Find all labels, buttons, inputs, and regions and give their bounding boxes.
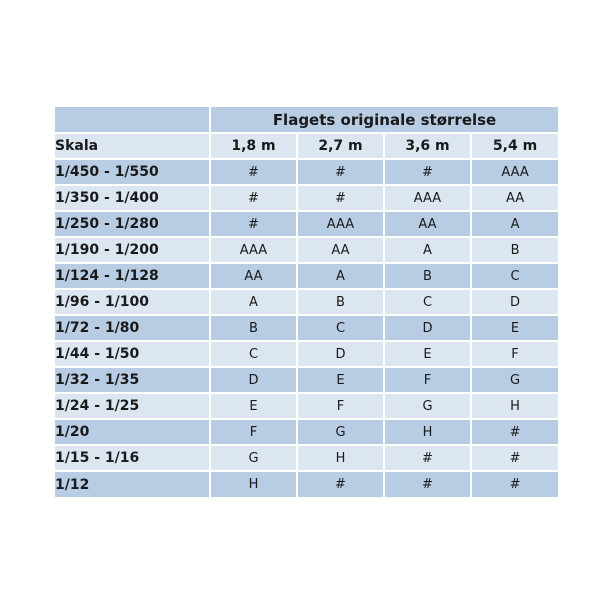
scale-label: 1/44 - 1/50: [55, 340, 211, 368]
size-class-cell: A: [209, 288, 298, 316]
size-class-cell: #: [469, 418, 559, 446]
size-class-cell: AAA: [296, 210, 385, 238]
title-row: Flagets originale størrelse: [55, 107, 559, 134]
size-class-cell: E: [383, 340, 472, 368]
scale-label: 1/12: [55, 470, 211, 497]
size-class-cell: C: [209, 340, 298, 368]
size-class-cell: A: [383, 236, 472, 264]
size-class-cell: #: [469, 444, 559, 472]
scale-label: 1/124 - 1/128: [55, 262, 211, 290]
size-class-cell: #: [296, 184, 385, 212]
size-class-cell: E: [469, 314, 559, 342]
col-header-5-4m: 5,4 m: [469, 132, 559, 160]
size-class-cell: B: [469, 236, 559, 264]
size-class-cell: D: [469, 288, 559, 316]
table-row: 1/15 - 1/16 G H # #: [55, 444, 559, 472]
table-row: 1/44 - 1/50 C D E F: [55, 340, 559, 368]
table-row: 1/72 - 1/80 B C D E: [55, 314, 559, 342]
corner-cell: [55, 107, 211, 134]
scale-label: 1/32 - 1/35: [55, 366, 211, 394]
size-class-cell: G: [209, 444, 298, 472]
size-class-cell: F: [469, 340, 559, 368]
table-row: 1/20 F G H #: [55, 418, 559, 446]
scale-label: 1/190 - 1/200: [55, 236, 211, 264]
size-class-cell: F: [296, 392, 385, 420]
size-class-cell: G: [296, 418, 385, 446]
size-class-cell: B: [209, 314, 298, 342]
size-class-cell: C: [469, 262, 559, 290]
size-class-cell: A: [296, 262, 385, 290]
size-class-cell: D: [209, 366, 298, 394]
size-class-cell: #: [209, 158, 298, 186]
table-row: 1/96 - 1/100 A B C D: [55, 288, 559, 316]
size-class-cell: G: [383, 392, 472, 420]
table-row: 1/32 - 1/35 D E F G: [55, 366, 559, 394]
size-class-cell: E: [296, 366, 385, 394]
size-class-cell: H: [469, 392, 559, 420]
size-class-cell: #: [296, 470, 385, 497]
size-class-cell: AAA: [209, 236, 298, 264]
row-header-label: Skala: [55, 132, 211, 160]
size-class-cell: C: [296, 314, 385, 342]
scale-label: 1/72 - 1/80: [55, 314, 211, 342]
table-row: 1/250 - 1/280 # AAA AA A: [55, 210, 559, 238]
size-class-cell: A: [469, 210, 559, 238]
flag-scale-table: Flagets originale størrelse Skala 1,8 m …: [55, 107, 559, 497]
size-class-cell: B: [296, 288, 385, 316]
table-row: 1/12 H # # #: [55, 470, 559, 497]
table-body: 1/450 - 1/550 # # # AAA 1/350 - 1/400 # # AAA AA 1…: [55, 158, 559, 497]
table-row: 1/190 - 1/200 AAA AA A B: [55, 236, 559, 264]
size-class-cell: #: [383, 158, 472, 186]
size-class-cell: H: [296, 444, 385, 472]
size-class-cell: AA: [383, 210, 472, 238]
table-title: Flagets originale størrelse: [208, 107, 559, 134]
table-row: 1/350 - 1/400 # # AAA AA: [55, 184, 559, 212]
scale-label: 1/250 - 1/280: [55, 210, 211, 238]
size-class-cell: AA: [469, 184, 559, 212]
size-class-cell: AA: [209, 262, 298, 290]
flag-scale-table-container: Flagets originale størrelse Skala 1,8 m …: [55, 107, 559, 497]
size-class-cell: H: [209, 470, 298, 497]
table-row: 1/124 - 1/128 AA A B C: [55, 262, 559, 290]
scale-label: 1/350 - 1/400: [55, 184, 211, 212]
size-class-cell: D: [383, 314, 472, 342]
size-class-cell: #: [383, 470, 472, 497]
scale-label: 1/24 - 1/25: [55, 392, 211, 420]
size-class-cell: D: [296, 340, 385, 368]
size-class-cell: F: [383, 366, 472, 394]
size-class-cell: G: [469, 366, 559, 394]
col-header-2-7m: 2,7 m: [296, 132, 385, 160]
size-class-cell: B: [383, 262, 472, 290]
size-class-cell: AAA: [469, 158, 559, 186]
size-class-cell: E: [209, 392, 298, 420]
col-header-1-8m: 1,8 m: [209, 132, 298, 160]
size-class-cell: C: [383, 288, 472, 316]
size-class-cell: F: [209, 418, 298, 446]
scale-label: 1/20: [55, 418, 211, 446]
size-class-cell: #: [296, 158, 385, 186]
size-class-cell: #: [383, 444, 472, 472]
column-header-row: Skala 1,8 m 2,7 m 3,6 m 5,4 m: [55, 132, 559, 160]
size-class-cell: AA: [296, 236, 385, 264]
scale-label: 1/96 - 1/100: [55, 288, 211, 316]
size-class-cell: #: [209, 210, 298, 238]
scale-label: 1/450 - 1/550: [55, 158, 211, 186]
size-class-cell: H: [383, 418, 472, 446]
table-row: 1/24 - 1/25 E F G H: [55, 392, 559, 420]
col-header-3-6m: 3,6 m: [383, 132, 472, 160]
scale-label: 1/15 - 1/16: [55, 444, 211, 472]
size-class-cell: #: [209, 184, 298, 212]
size-class-cell: AAA: [383, 184, 472, 212]
size-class-cell: #: [469, 470, 559, 497]
table-row: 1/450 - 1/550 # # # AAA: [55, 158, 559, 186]
